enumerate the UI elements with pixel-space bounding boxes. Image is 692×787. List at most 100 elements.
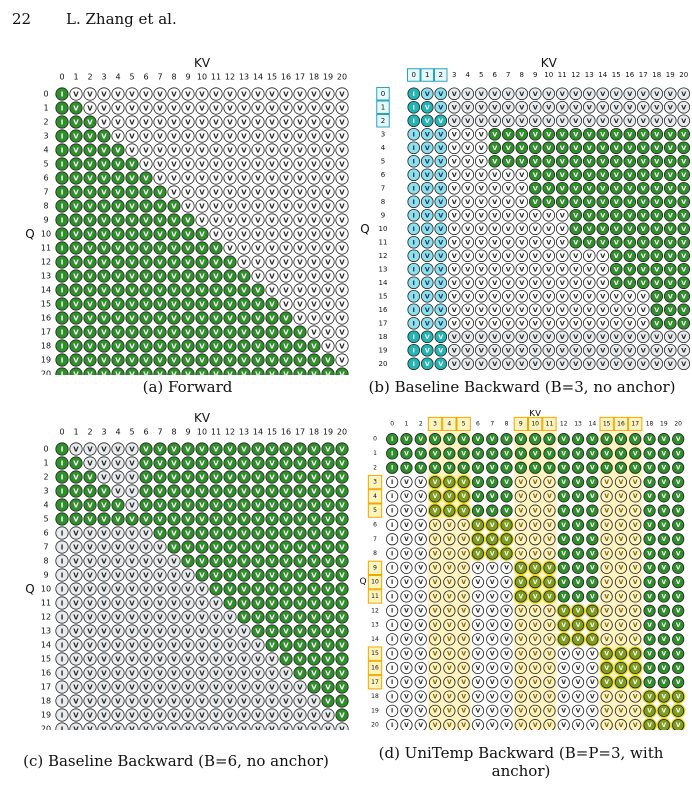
grid-cell [557, 518, 570, 532]
grid-cell [195, 638, 209, 652]
cell-letter: V [171, 342, 177, 350]
cell-letter: V [73, 174, 79, 182]
kv-tick-label: 11 [546, 421, 554, 428]
cell-letter: V [587, 104, 592, 112]
grid-cell [237, 568, 251, 582]
cell-letter: V [115, 711, 121, 719]
cell-letter: V [438, 131, 443, 139]
cell-letter: V [587, 293, 592, 301]
kv-tick-label: 8 [171, 428, 176, 437]
grid-cell [167, 582, 181, 596]
grid-cell [209, 101, 223, 115]
grid-cell [293, 484, 307, 498]
cell-letter: V [101, 216, 107, 224]
cell-letter: V [438, 104, 443, 112]
grid-cell [167, 255, 181, 269]
cell-letter: V [547, 650, 552, 657]
q-tick-label: 19 [371, 707, 379, 714]
q-tick-label: 8 [381, 198, 385, 206]
grid-cell [265, 157, 279, 171]
cell-letter: V [185, 599, 191, 607]
grid-cell [307, 101, 321, 115]
cell-letter: V [633, 436, 638, 443]
grid-cell [279, 129, 293, 143]
grid-cell [600, 604, 613, 617]
grid-cell [386, 504, 399, 517]
cell-letter: V [143, 258, 149, 266]
cell-letter: V [681, 266, 686, 274]
grid-cell [223, 157, 237, 171]
cell-letter: V [227, 230, 233, 238]
q-tick-label: 9 [373, 564, 377, 571]
grid-cell [557, 490, 570, 503]
cell-letter: V [476, 679, 481, 686]
grid-cell [237, 325, 251, 339]
grid-cell [386, 533, 399, 546]
kv-tick-box [456, 416, 471, 432]
grid-cell [153, 241, 167, 255]
cell-letter: V [101, 328, 107, 336]
cell-letter: V [185, 571, 191, 579]
cell-letter: V [404, 550, 409, 557]
grid-cell [529, 504, 542, 517]
grid-cell [447, 222, 461, 236]
grid-cell [663, 343, 677, 357]
grid-cell [209, 526, 223, 540]
grid-cell [609, 276, 623, 290]
cell-letter: V [297, 529, 303, 537]
grid-cell [279, 652, 293, 666]
grid-cell [167, 638, 181, 652]
grid-cell [386, 647, 399, 660]
grid-cell [321, 269, 335, 283]
cell-letter: V [506, 333, 511, 341]
grid-cell [223, 283, 237, 297]
cell-letter: V [269, 104, 275, 112]
grid-cell [55, 129, 69, 143]
grid-cell [420, 316, 434, 330]
grid-cell [386, 576, 399, 589]
grid-cell [139, 722, 153, 730]
q-tick-label: 2 [373, 464, 377, 471]
cell-letter: V [576, 622, 581, 629]
cell-letter: V [492, 185, 497, 193]
cell-letter: V [283, 216, 289, 224]
grid-cell [139, 255, 153, 269]
q-tick-label: 4 [373, 493, 377, 500]
cell-letter: V [311, 174, 317, 182]
cell-letter: V [199, 725, 205, 730]
grid-cell [167, 568, 181, 582]
cell-letter: V [561, 550, 566, 557]
cell-letter: V [157, 543, 163, 551]
cell-letter: V [533, 493, 538, 500]
grid-cell [321, 554, 335, 568]
grid-cell [293, 442, 307, 456]
grid-cell [223, 353, 237, 367]
cell-letter: V [404, 622, 409, 629]
cell-letter: V [73, 342, 79, 350]
kv-tick-label: 19 [660, 421, 668, 428]
cell-letter: V [461, 493, 466, 500]
grid-cell [400, 475, 413, 489]
cell-letter: V [339, 90, 345, 98]
panel-a: KV Q 0 1 2 3 4 5 6 7 8 9 10 11 12 13 14 15 16 17 18 19 20 0 1 2 3 4… [20, 55, 355, 375]
grid-cell [515, 114, 529, 128]
cell-letter: V [676, 465, 681, 472]
grid-cell [420, 181, 434, 195]
cell-letter: V [519, 693, 524, 700]
cell-letter: V [241, 725, 247, 730]
grid-cell [609, 168, 623, 182]
grid-cell [571, 647, 585, 660]
cell-letter: V [87, 543, 93, 551]
cell-letter: V [297, 585, 303, 593]
grid-cell [420, 222, 434, 236]
grid-cell [457, 490, 470, 503]
grid-cell [335, 596, 349, 610]
grid-cell [125, 722, 139, 730]
cell-letter: V [614, 198, 619, 206]
cell-letter: V [519, 708, 524, 715]
cell-letter: V [73, 529, 79, 537]
cell-letter: V [676, 722, 681, 729]
grid-cell [195, 283, 209, 297]
grid-cell [596, 127, 610, 141]
cell-letter: V [241, 370, 247, 375]
